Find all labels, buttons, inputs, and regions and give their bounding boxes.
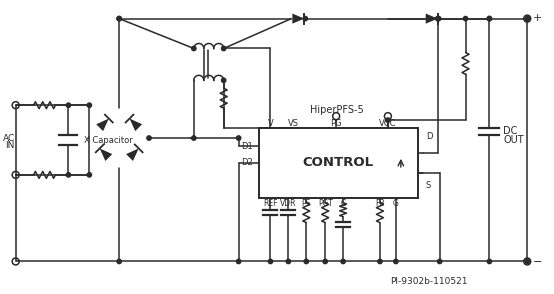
Text: X Capacitor: X Capacitor	[84, 136, 133, 145]
Circle shape	[117, 16, 121, 21]
Circle shape	[117, 259, 121, 264]
Text: V: V	[268, 118, 273, 128]
Text: S: S	[425, 181, 431, 190]
Text: IN: IN	[6, 141, 14, 150]
Text: −: −	[533, 258, 542, 268]
Text: AC: AC	[2, 133, 14, 143]
Circle shape	[323, 259, 327, 264]
Polygon shape	[130, 118, 142, 131]
Circle shape	[237, 136, 241, 140]
Text: D1: D1	[240, 141, 253, 151]
Text: PG: PG	[330, 118, 342, 128]
Circle shape	[66, 103, 70, 107]
Text: VDR: VDR	[280, 199, 296, 208]
Circle shape	[304, 259, 309, 264]
Text: D: D	[425, 131, 432, 141]
Text: DC: DC	[504, 126, 518, 136]
Circle shape	[525, 259, 530, 264]
Text: REF: REF	[263, 199, 278, 208]
Circle shape	[192, 46, 196, 51]
Circle shape	[66, 173, 70, 177]
Circle shape	[438, 259, 442, 264]
Circle shape	[463, 16, 468, 21]
Text: CONTROL: CONTROL	[302, 156, 374, 169]
Circle shape	[437, 16, 441, 21]
Text: PGT: PGT	[318, 199, 332, 208]
Circle shape	[378, 259, 382, 264]
Text: PS: PS	[301, 199, 311, 208]
Text: +: +	[533, 13, 542, 23]
Circle shape	[487, 259, 491, 264]
Circle shape	[286, 259, 290, 264]
Text: D2: D2	[240, 158, 253, 167]
Circle shape	[386, 118, 390, 122]
Text: HiperPFS-5: HiperPFS-5	[310, 105, 364, 115]
Polygon shape	[126, 148, 138, 161]
Circle shape	[394, 259, 398, 264]
Bar	[259, 128, 418, 198]
Circle shape	[268, 259, 273, 264]
Text: FB: FB	[375, 199, 384, 208]
Circle shape	[435, 16, 440, 21]
Polygon shape	[293, 14, 304, 24]
Circle shape	[487, 16, 491, 21]
Circle shape	[87, 173, 91, 177]
Text: PI-9302b-110521: PI-9302b-110521	[390, 277, 468, 286]
Circle shape	[237, 259, 241, 264]
Text: VS: VS	[288, 118, 299, 128]
Circle shape	[147, 136, 151, 140]
Polygon shape	[100, 148, 112, 161]
Circle shape	[487, 16, 491, 21]
Circle shape	[222, 78, 226, 83]
Circle shape	[303, 16, 307, 21]
Circle shape	[117, 16, 121, 21]
Text: OUT: OUT	[504, 135, 524, 145]
Polygon shape	[96, 118, 109, 131]
Circle shape	[192, 136, 196, 140]
Text: VCC: VCC	[379, 118, 397, 128]
Circle shape	[87, 103, 91, 107]
Text: G: G	[393, 199, 399, 208]
Circle shape	[525, 16, 530, 21]
Circle shape	[341, 259, 345, 264]
Text: C: C	[341, 199, 346, 208]
Circle shape	[222, 46, 226, 51]
Polygon shape	[425, 14, 438, 24]
